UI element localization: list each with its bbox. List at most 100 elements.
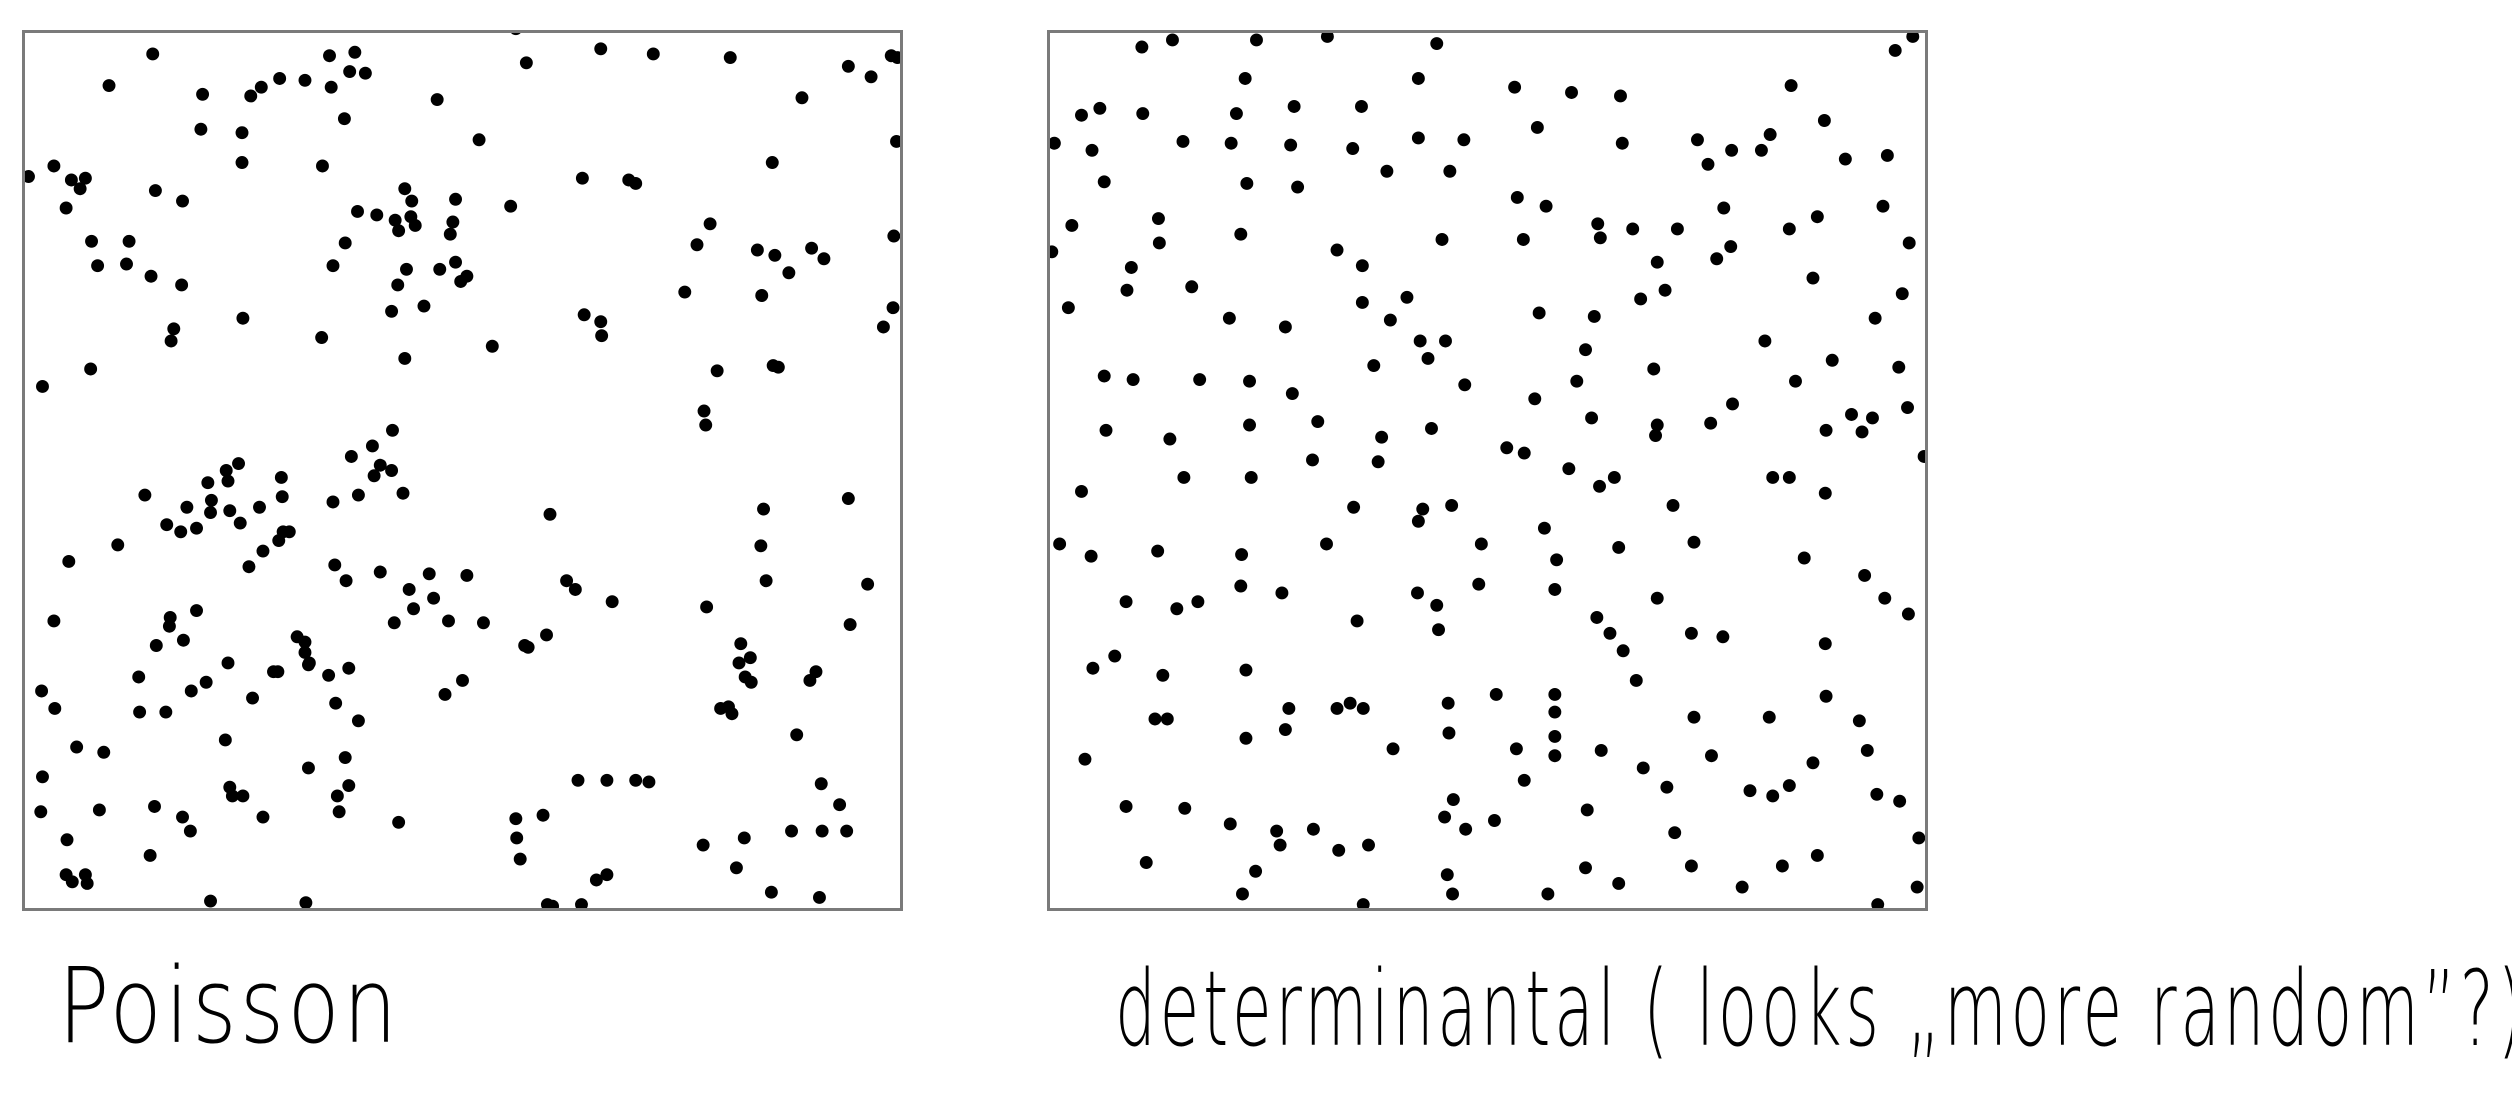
poisson-point — [540, 628, 553, 642]
determinantal-point — [1704, 416, 1718, 430]
poisson-point — [275, 490, 289, 504]
poisson-point — [766, 359, 780, 372]
poisson-point — [351, 714, 365, 728]
determinantal-point — [1743, 784, 1757, 798]
poisson-point — [446, 215, 460, 229]
poisson-point — [273, 72, 287, 85]
determinantal-point — [1766, 470, 1780, 484]
determinantal-point — [1400, 290, 1414, 304]
poisson-point — [315, 331, 329, 344]
poisson-point — [144, 269, 158, 283]
determinantal-point — [1229, 107, 1243, 121]
determinantal-point — [1489, 688, 1503, 701]
determinantal-point — [1139, 856, 1153, 869]
determinantal-point — [1285, 387, 1299, 400]
determinantal-point — [1819, 423, 1833, 437]
determinantal-point — [1163, 432, 1177, 446]
poisson-point — [184, 684, 198, 698]
determinantal-point — [1666, 499, 1680, 512]
determinantal-point — [1320, 537, 1333, 551]
determinantal-point — [1530, 120, 1544, 134]
determinantal-point — [1782, 470, 1796, 484]
determinantal-point — [1355, 295, 1369, 309]
poisson-point — [385, 304, 399, 318]
poisson-point — [316, 159, 329, 173]
determinantal-point — [1362, 838, 1375, 852]
determinantal-point — [1306, 822, 1320, 836]
determinantal-point — [1603, 626, 1617, 640]
determinantal-point — [1061, 301, 1075, 315]
determinantal-point — [1234, 227, 1248, 241]
determinantal-point — [1238, 72, 1252, 85]
determinantal-point — [1650, 591, 1664, 605]
determinantal-point — [1762, 710, 1776, 724]
poisson-point — [91, 259, 105, 273]
poisson-point — [348, 45, 362, 59]
determinantal-point — [1487, 814, 1501, 827]
poisson-point — [890, 135, 900, 148]
poisson-point — [387, 616, 401, 630]
determinantal-point — [1565, 86, 1578, 99]
poisson-point — [223, 504, 237, 518]
poisson-point — [149, 639, 163, 652]
determinantal-point — [1838, 152, 1852, 166]
determinantal-point — [1425, 422, 1438, 435]
poisson-point — [477, 616, 490, 630]
poisson-point — [732, 656, 746, 670]
poisson-point — [146, 47, 160, 61]
poisson-point — [577, 308, 591, 322]
poisson-point — [605, 595, 619, 609]
determinantal-point — [1510, 191, 1524, 204]
poisson-point — [267, 665, 280, 679]
determinantal-point — [1411, 514, 1425, 528]
poisson-point — [323, 49, 336, 63]
determinantal-point — [1243, 418, 1256, 432]
poisson-point — [442, 614, 455, 628]
determinantal-point — [1585, 411, 1599, 425]
poisson-point — [221, 474, 235, 488]
determinantal-point — [1085, 143, 1099, 157]
determinantal-point — [1607, 470, 1621, 484]
poisson-point — [575, 898, 588, 908]
determinantal-point — [1636, 761, 1650, 775]
poisson-point — [785, 824, 798, 838]
determinantal-point — [1532, 306, 1546, 320]
poisson-point — [254, 80, 268, 94]
determinantal-point — [1893, 794, 1907, 808]
poisson-point — [754, 539, 768, 553]
poisson-point — [600, 868, 614, 882]
poisson-point — [407, 602, 420, 616]
determinantal-point — [1108, 649, 1122, 663]
poisson-point — [841, 59, 855, 73]
poisson-point — [710, 364, 724, 378]
determinantal-point — [1355, 100, 1368, 113]
poisson-point — [148, 184, 162, 197]
determinantal-point — [1587, 310, 1601, 323]
poisson-point — [629, 177, 643, 190]
poisson-point — [568, 583, 582, 596]
poisson-point — [876, 320, 890, 334]
determinantal-point — [1876, 199, 1890, 213]
determinantal-point — [1810, 210, 1824, 224]
poisson-point — [47, 614, 61, 628]
determinantal-point — [1855, 425, 1869, 439]
poisson-point — [176, 633, 190, 647]
poisson-point — [64, 173, 78, 187]
determinantal-point — [1724, 240, 1738, 253]
poisson-point — [536, 808, 550, 822]
determinantal-point — [1614, 89, 1627, 103]
poisson-point — [815, 824, 829, 838]
poisson-point — [678, 285, 692, 299]
determinantal-point — [1084, 549, 1098, 563]
poisson-point — [35, 684, 49, 698]
determinantal-point — [1282, 702, 1296, 715]
poisson-point — [485, 339, 499, 353]
determinantal-point — [1784, 79, 1798, 92]
poisson-point — [219, 464, 233, 477]
poisson-point — [764, 885, 778, 899]
determinantal-point — [1725, 143, 1739, 157]
determinantal-point — [1152, 236, 1166, 250]
poisson-point — [326, 259, 340, 273]
determinantal-point — [1152, 212, 1165, 225]
determinantal-point — [1901, 607, 1915, 621]
